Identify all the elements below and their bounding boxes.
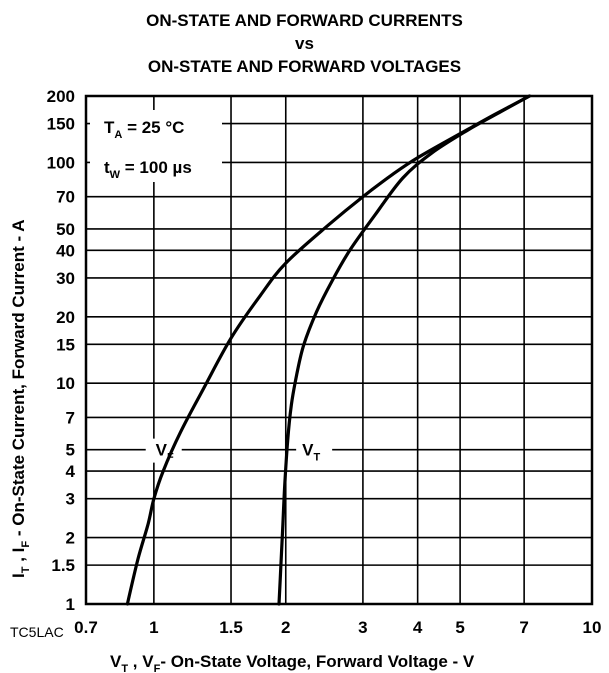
y-tick-label: 70 <box>56 188 75 207</box>
annotation-mask <box>90 110 222 182</box>
y-tick-label: 150 <box>47 115 75 134</box>
series-curves <box>125 94 532 606</box>
y-tick-label: 15 <box>56 335 75 354</box>
grid <box>86 96 592 604</box>
series-label-vf: VF <box>156 441 174 464</box>
x-tick-label: 4 <box>413 618 423 637</box>
y-tick-label: 3 <box>66 490 75 509</box>
x-tick-label: 5 <box>455 618 464 637</box>
y-tick-label: 30 <box>56 269 75 288</box>
y-tick-label: 5 <box>66 441 75 460</box>
tick-labels: 0.7 1 1.5 2 3 4 5 7 10 1 1.5 2 3 4 5 7 10 15 20 30 40 50 70 100… <box>47 87 602 637</box>
y-tick-label: 50 <box>56 220 75 239</box>
y-tick-label: 2 <box>66 529 75 548</box>
x-tick-label: 1 <box>149 618 158 637</box>
temperature-annotation: TA = 25 °C <box>104 118 184 141</box>
chart-title-line-2: vs <box>295 34 314 53</box>
x-tick-label: 10 <box>583 618 602 637</box>
pulse-width-annotation: tW = 100 µs <box>104 158 192 181</box>
x-tick-label: 1.5 <box>219 618 243 637</box>
series-label-vt: VT <box>302 441 320 464</box>
x-axis-label: VT , VF- On-State Voltage, Forward Volta… <box>110 652 475 673</box>
y-tick-label: 1 <box>66 595 75 614</box>
x-tick-label: 7 <box>519 618 528 637</box>
x-tick-label: 2 <box>281 618 290 637</box>
figure-code: TC5LAC <box>10 624 64 640</box>
y-tick-label: 10 <box>56 374 75 393</box>
series-line-vf <box>125 94 532 606</box>
series-labels: VF VT <box>156 441 321 464</box>
y-tick-label: 4 <box>66 462 76 481</box>
y-tick-label: 1.5 <box>51 556 75 575</box>
plot-frame <box>84 94 594 606</box>
series-line-vt <box>277 94 532 606</box>
y-axis-label: IT , IF - On-State Current, Forward Curr… <box>9 219 32 578</box>
chart-title-line-3: ON-STATE AND FORWARD VOLTAGES <box>147 57 462 76</box>
x-tick-label: 3 <box>358 618 367 637</box>
y-tick-label: 7 <box>66 408 75 427</box>
x-tick-label: 0.7 <box>74 618 98 637</box>
chart-title-line-1: ON-STATE AND FORWARD CURRENTS <box>146 11 463 30</box>
series-label-mask <box>296 438 333 463</box>
y-tick-label: 100 <box>47 153 75 172</box>
y-tick-label: 40 <box>56 241 75 260</box>
y-tick-label: 200 <box>47 87 75 106</box>
y-tick-label: 20 <box>56 308 75 327</box>
